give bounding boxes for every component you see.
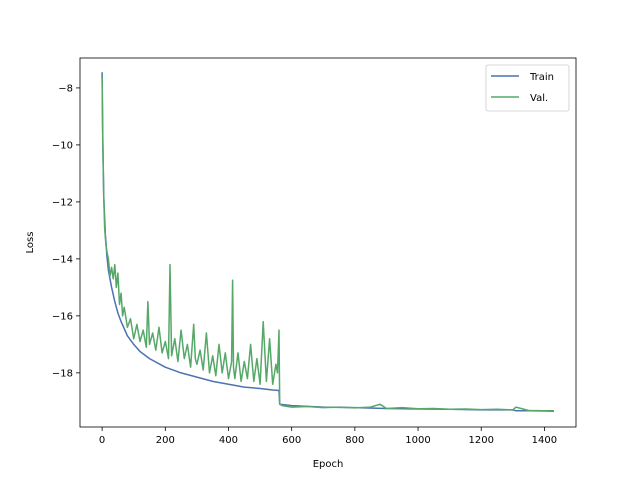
y-axis: −18 −16 −14 −12 −10 −8 [52, 83, 80, 379]
x-tick-label: 1000 [405, 435, 430, 446]
y-tick-label: −10 [52, 140, 73, 151]
y-tick-label: −12 [52, 197, 73, 208]
x-tick-label: 600 [282, 435, 301, 446]
x-axis-title: Epoch [313, 459, 344, 470]
plot-frame [79, 57, 577, 428]
y-tick-label: −16 [52, 311, 73, 322]
x-tick-label: 800 [345, 435, 364, 446]
legend-label-val: Val. [530, 93, 548, 104]
y-axis-title: Loss [25, 232, 36, 254]
legend-box [485, 64, 570, 112]
y-tick-label: −8 [58, 83, 73, 94]
legend-label-train: Train [529, 72, 554, 83]
x-tick-label: 0 [99, 435, 105, 446]
y-tick-label: −18 [52, 368, 73, 379]
x-tick-label: 1400 [532, 435, 557, 446]
plot-area [101, 72, 554, 413]
x-tick-label: 1200 [468, 435, 493, 446]
legend: Train Val. [485, 64, 570, 112]
x-axis: 0 200 400 600 800 1000 1200 1400 [99, 427, 557, 446]
series-line-val [101, 76, 554, 412]
x-tick-label: 200 [156, 435, 175, 446]
y-tick-label: −14 [52, 254, 73, 265]
x-tick-label: 400 [219, 435, 238, 446]
